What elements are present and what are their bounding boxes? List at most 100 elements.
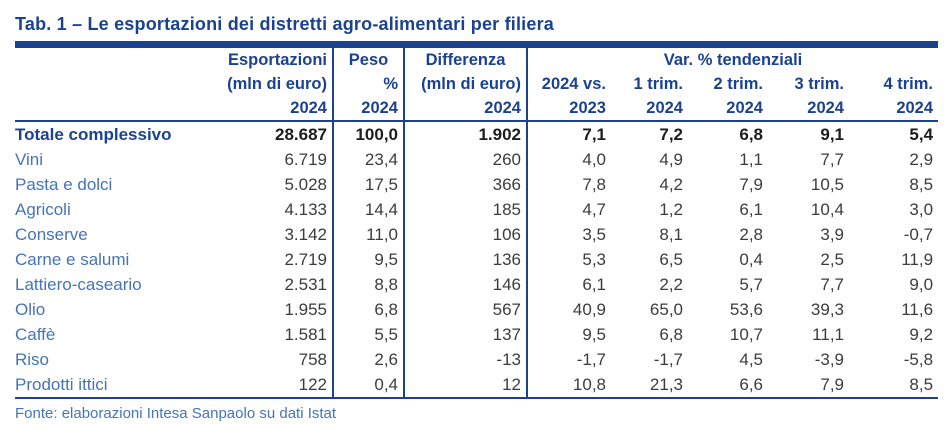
cell-value: 137 bbox=[404, 322, 528, 347]
cell-value: 3.142 bbox=[211, 222, 334, 247]
cell-value: 7,7 bbox=[820, 150, 844, 169]
cell-value: 11,6 bbox=[901, 300, 934, 319]
cell-value: 5,7 bbox=[739, 275, 763, 294]
cell-value: 1,2 bbox=[659, 200, 683, 219]
cell-value: 4,9 bbox=[659, 150, 683, 169]
header-var-year-1: 2024 bbox=[611, 96, 688, 122]
cell-value: 8,1 bbox=[659, 225, 683, 244]
cell-value: -1,7 bbox=[653, 350, 683, 369]
source-note: Fonte: elaborazioni Intesa Sanpaolo su d… bbox=[15, 405, 337, 422]
cell-value: 5.028 bbox=[211, 172, 334, 197]
cell-value: 567 bbox=[404, 297, 528, 322]
cell-value: 3,5 bbox=[582, 225, 606, 244]
header-var-year-4: 2024 bbox=[849, 96, 939, 122]
header-row-1: Esportazioni Peso Differenza Var. % tend… bbox=[15, 44, 938, 73]
cell-value: 4,5 bbox=[739, 350, 763, 369]
table-title: Tab. 1 – Le esportazioni dei distretti a… bbox=[15, 14, 554, 34]
cell-value: 9,5 bbox=[582, 325, 606, 344]
cell-value: 8,5 bbox=[909, 375, 934, 394]
cell-value: 2,5 bbox=[820, 250, 844, 269]
cell-value: -3,9 bbox=[814, 350, 844, 369]
cell-value: 1.902 bbox=[404, 121, 528, 147]
cell-value: 106 bbox=[404, 222, 528, 247]
header-esportazioni: Esportazioni bbox=[211, 44, 334, 72]
row-label: Pasta e dolci bbox=[15, 175, 113, 194]
cell-value: 3,9 bbox=[820, 225, 844, 244]
cell-value: 11,1 bbox=[812, 325, 844, 344]
cell-value: 9,0 bbox=[909, 275, 934, 294]
cell-value: 122 bbox=[211, 372, 334, 398]
cell-value: 10,8 bbox=[572, 375, 606, 394]
cell-value: 6,1 bbox=[582, 275, 606, 294]
cell-value: 7,7 bbox=[820, 275, 844, 294]
header-var-year-2: 2024 bbox=[688, 96, 768, 122]
cell-value: 185 bbox=[404, 197, 528, 222]
table-row: Totale complessivo 28.687 100,0 1.902 7,1 7,2… bbox=[15, 121, 938, 147]
row-label: Lattiero-caseario bbox=[15, 275, 142, 294]
cell-value: 7,9 bbox=[739, 175, 763, 194]
cell-value: 8,5 bbox=[909, 175, 934, 194]
cell-value: 7,1 bbox=[582, 125, 606, 144]
header-differenza: Differenza bbox=[404, 44, 528, 72]
cell-value: 9,2 bbox=[909, 325, 934, 344]
cell-value: 1.581 bbox=[211, 322, 334, 347]
header-differenza-unit: (mln di euro) bbox=[404, 72, 528, 96]
cell-value: 6.719 bbox=[211, 147, 334, 172]
cell-value: 53,6 bbox=[729, 300, 763, 319]
cell-value: 2,8 bbox=[739, 225, 763, 244]
cell-value: 7,8 bbox=[582, 175, 606, 194]
cell-value: 10,5 bbox=[810, 175, 844, 194]
table-row: Agricoli 4.133 14,4 185 4,7 1,2 6,1 10,4 3,0 bbox=[15, 197, 938, 222]
cell-value: 9,5 bbox=[333, 247, 405, 272]
cell-value: 366 bbox=[404, 172, 528, 197]
table-row: Pasta e dolci 5.028 17,5 366 7,8 4,2 7,9 10,5 8,… bbox=[15, 172, 938, 197]
cell-value: 146 bbox=[404, 272, 528, 297]
cell-value: 5,5 bbox=[333, 322, 405, 347]
header-var-col-2: 2 trim. bbox=[713, 75, 763, 93]
cell-value: 0,4 bbox=[333, 372, 405, 398]
cell-value: 6,6 bbox=[739, 375, 763, 394]
cell-value: -0,7 bbox=[903, 225, 934, 244]
table-row: Lattiero-caseario 2.531 8,8 146 6,1 2,2 5,7 7,7… bbox=[15, 272, 938, 297]
row-label: Totale complessivo bbox=[15, 125, 172, 144]
cell-value: 17,5 bbox=[333, 172, 405, 197]
row-label: Conserve bbox=[15, 225, 88, 244]
header-esportazioni-year: 2024 bbox=[211, 96, 334, 122]
cell-value: 40,9 bbox=[572, 300, 606, 319]
cell-value: 2.719 bbox=[211, 247, 334, 272]
cell-value: 0,4 bbox=[739, 250, 763, 269]
exports-table: Esportazioni Peso Differenza Var. % tend… bbox=[15, 41, 939, 399]
header-var-col-4: 4 trim. bbox=[883, 75, 934, 93]
cell-value: 21,3 bbox=[649, 375, 683, 394]
table-row: Conserve 3.142 11,0 106 3,5 8,1 2,8 3,9 -0,7 bbox=[15, 222, 938, 247]
cell-value: 260 bbox=[404, 147, 528, 172]
header-empty-cell bbox=[15, 45, 211, 73]
cell-value: 9,1 bbox=[820, 125, 844, 144]
report-page: Tab. 1 – Le esportazioni dei distretti a… bbox=[15, 14, 939, 422]
row-label: Vini bbox=[15, 150, 44, 169]
header-differenza-year: 2024 bbox=[404, 96, 528, 122]
header-var-col-1: 1 trim. bbox=[633, 75, 683, 93]
cell-value: 2,9 bbox=[909, 150, 934, 169]
header-row-2: (mln di euro) % (mln di euro) 2024 vs. 1… bbox=[15, 72, 938, 96]
table-header: Esportazioni Peso Differenza Var. % tend… bbox=[15, 44, 939, 122]
cell-value: 2,2 bbox=[659, 275, 683, 294]
cell-value: 2.531 bbox=[211, 272, 334, 297]
cell-value: 12 bbox=[404, 372, 528, 398]
table-row: Riso 758 2,6 -13 -1,7 -1,7 4,5 -3,9 -5,8 bbox=[15, 347, 938, 372]
header-row-3: 2024 2024 2024 2023 2024 2024 2024 2024 bbox=[15, 96, 939, 122]
cell-value: 7,2 bbox=[659, 125, 683, 144]
header-empty-cell bbox=[15, 72, 211, 96]
cell-value: 4.133 bbox=[211, 197, 334, 222]
header-peso-year: 2024 bbox=[333, 96, 405, 122]
cell-value: 39,3 bbox=[810, 300, 844, 319]
cell-value: 65,0 bbox=[649, 300, 683, 319]
table-row: Olio 1.955 6,8 567 40,9 65,0 53,6 39,3 11,6 bbox=[15, 297, 938, 322]
cell-value: 5,4 bbox=[909, 125, 934, 144]
cell-value: 28.687 bbox=[211, 121, 334, 147]
cell-value: 6,5 bbox=[659, 250, 683, 269]
header-var-col-3: 3 trim. bbox=[794, 75, 844, 93]
row-label: Carne e salumi bbox=[15, 250, 130, 269]
header-var-col-0: 2024 vs. bbox=[541, 75, 606, 93]
row-label: Olio bbox=[15, 300, 46, 319]
